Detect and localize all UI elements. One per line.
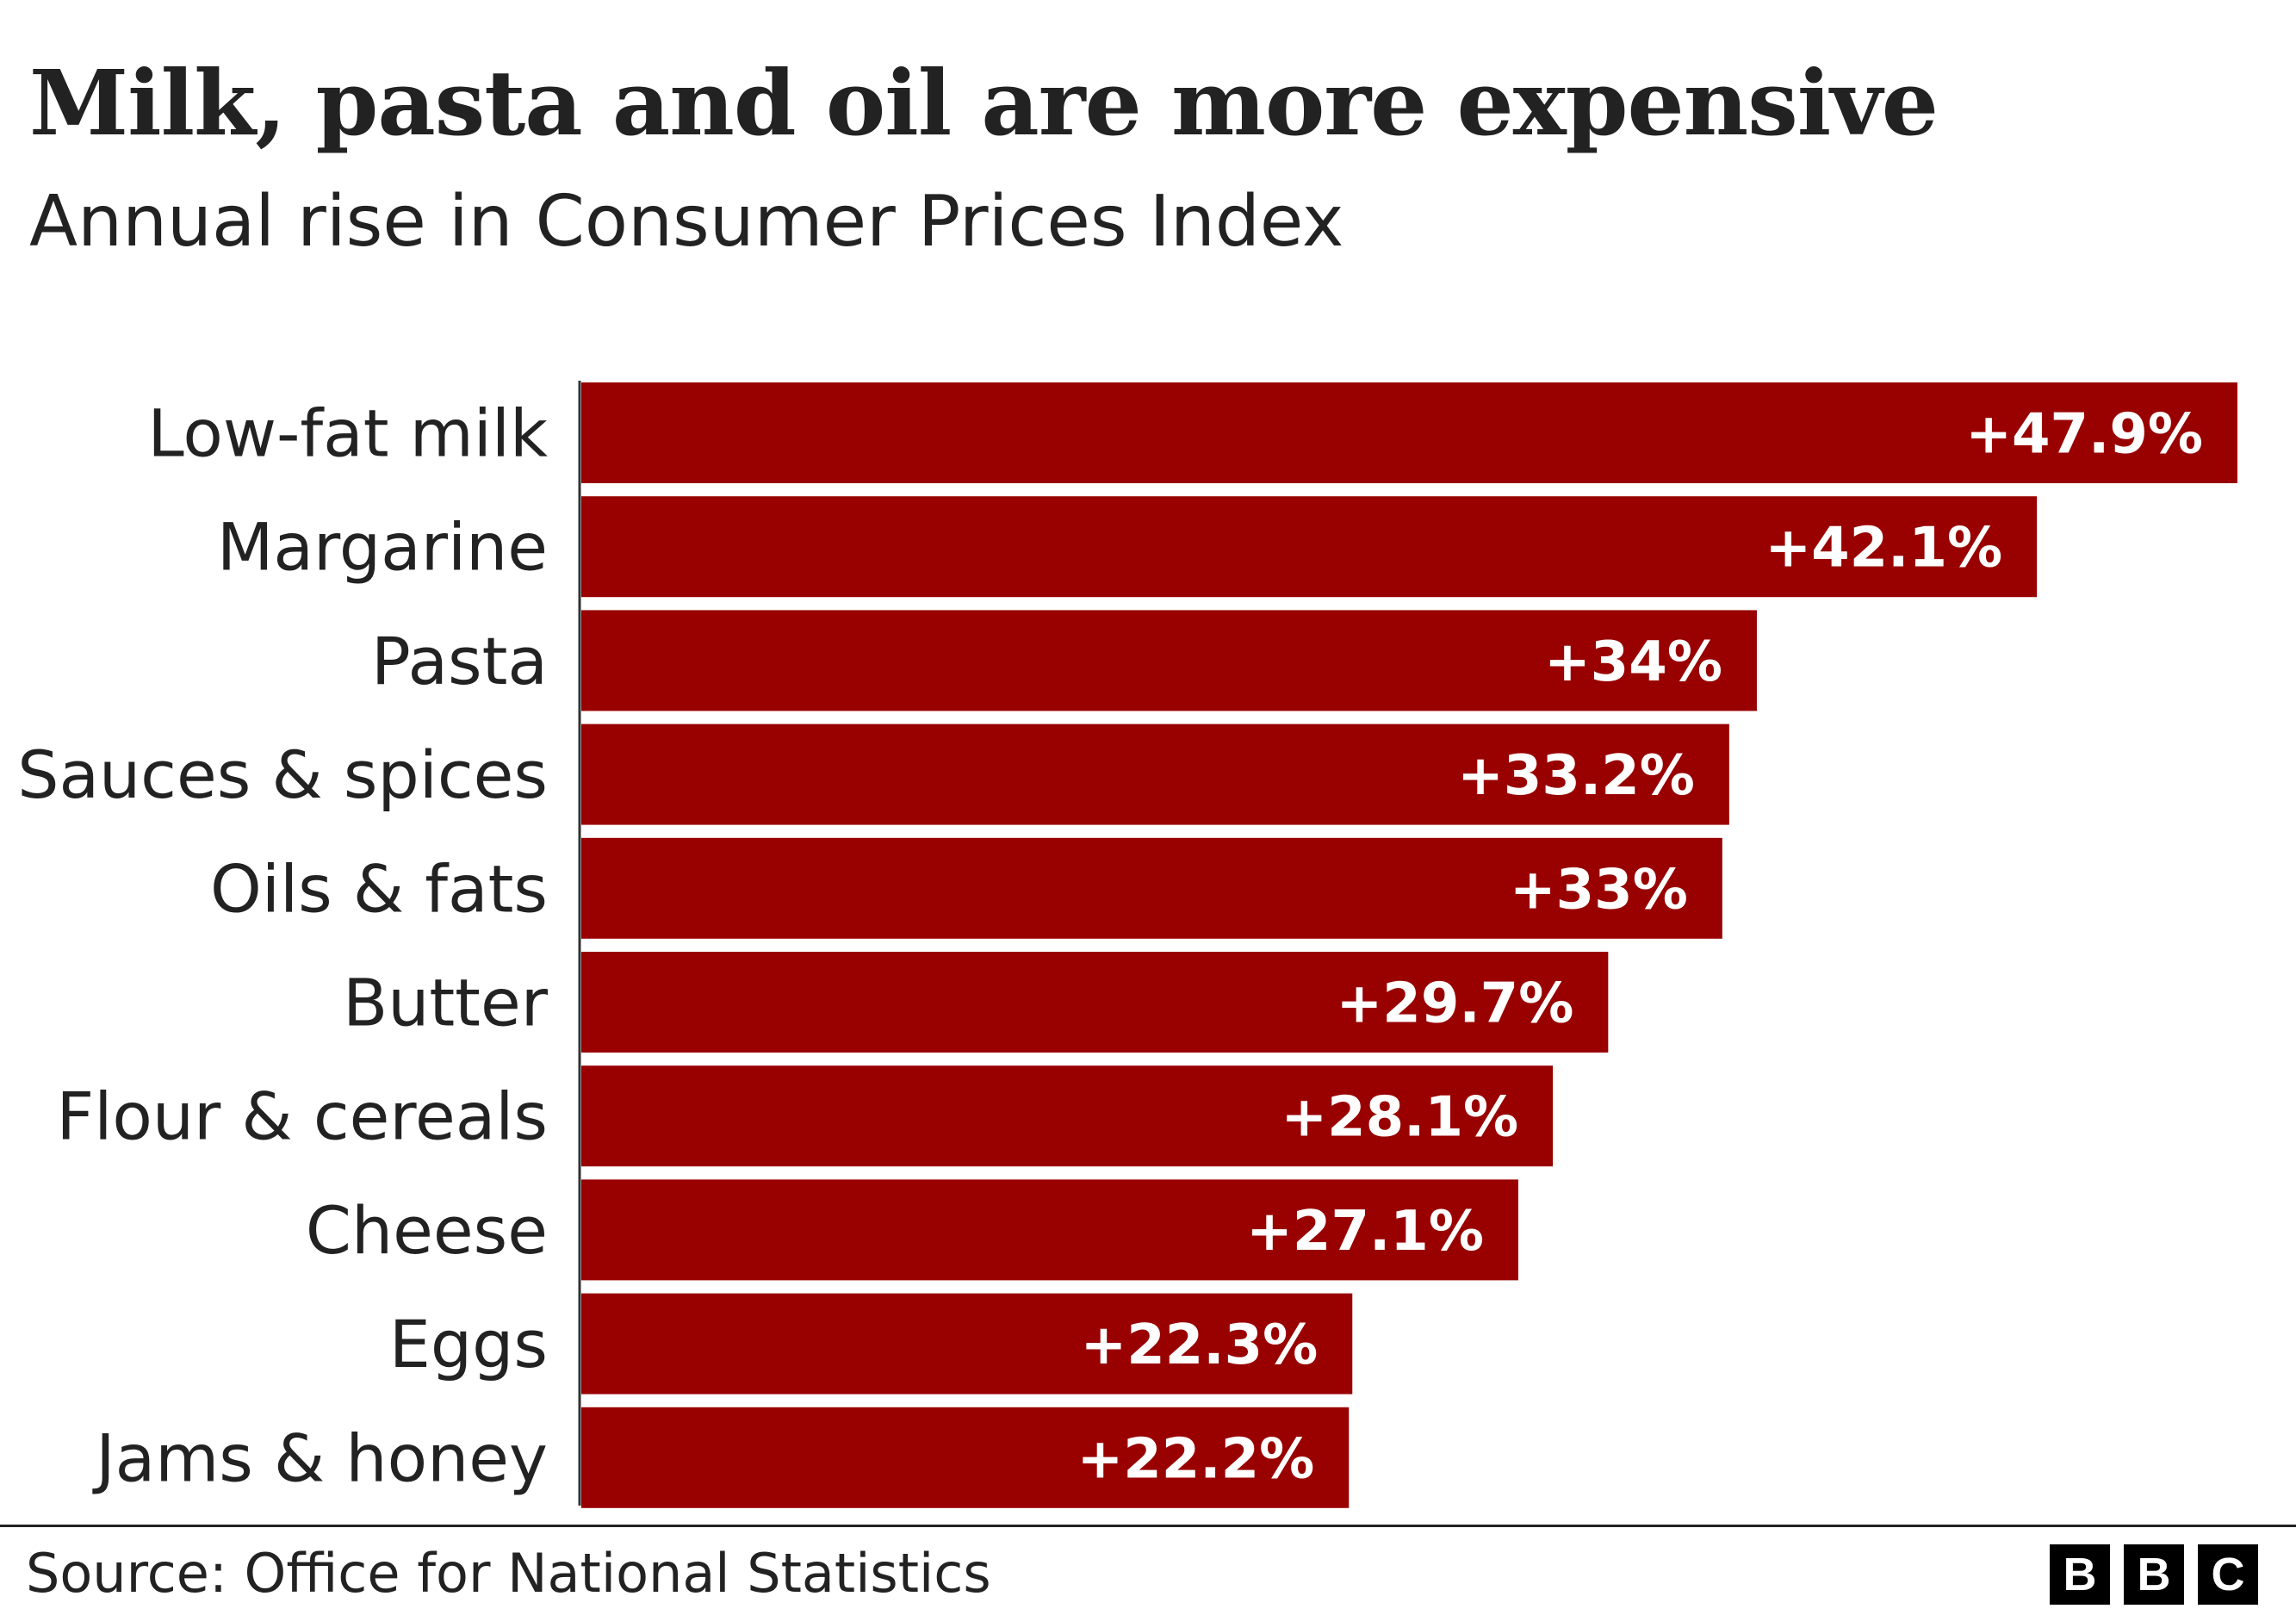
data-label: +47.9% [1965, 403, 2203, 467]
data-label: +22.2% [1077, 1427, 1315, 1491]
logo-letter: B [2124, 1544, 2184, 1605]
data-label: +28.1% [1281, 1086, 1518, 1150]
bar [581, 382, 2237, 483]
data-label: +22.3% [1081, 1314, 1319, 1377]
data-label: +33.2% [1457, 744, 1695, 808]
category-label: Cheese [306, 1192, 548, 1269]
category-label: Jams & honey [92, 1419, 548, 1496]
category-label: Butter [343, 965, 549, 1041]
footer-divider [0, 1525, 2296, 1527]
logo-letter: B [2050, 1544, 2110, 1605]
category-label: Flour & cereals [57, 1078, 548, 1155]
category-label: Pasta [371, 623, 548, 699]
bar [581, 496, 2038, 598]
data-label: +27.1% [1246, 1200, 1484, 1264]
category-label: Low-fat milk [147, 395, 548, 472]
bar [581, 610, 1757, 711]
bar [581, 1065, 1554, 1167]
category-label: Eggs [389, 1306, 548, 1382]
category-label: Sauces & spices [17, 736, 548, 813]
data-label: +34% [1544, 630, 1722, 694]
data-label: +42.1% [1765, 517, 2002, 581]
bbc-logo: B B C [2050, 1544, 2258, 1605]
logo-letter: C [2198, 1544, 2258, 1605]
data-label: +29.7% [1337, 972, 1574, 1036]
bar [581, 1293, 1353, 1394]
category-label: Margarine [217, 509, 548, 586]
category-label: Oils & fats [210, 850, 548, 927]
bar [581, 952, 1609, 1053]
source-note: Source: Office for National Statistics [26, 1542, 991, 1605]
bar [581, 1179, 1518, 1281]
bar [581, 724, 1729, 825]
chart-title: Milk, pasta and oil are more expensive [29, 50, 1939, 156]
bar [581, 837, 1722, 939]
data-label: +33% [1510, 858, 1688, 922]
bar [581, 1407, 1350, 1508]
chart-subtitle: Annual rise in Consumer Prices Index [29, 181, 1344, 263]
